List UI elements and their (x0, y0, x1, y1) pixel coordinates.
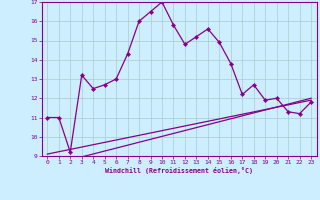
X-axis label: Windchill (Refroidissement éolien,°C): Windchill (Refroidissement éolien,°C) (105, 167, 253, 174)
